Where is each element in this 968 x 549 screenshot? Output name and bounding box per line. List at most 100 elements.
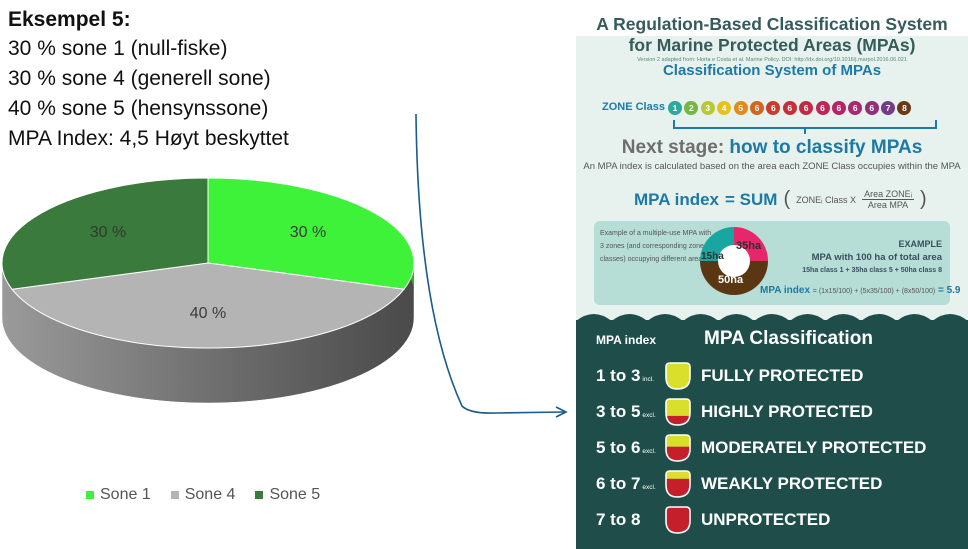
- formula-close-paren: ): [920, 188, 927, 210]
- zone-class-dot: 5: [733, 101, 748, 115]
- class-range-1: 1 to 3 incl.: [596, 366, 654, 385]
- example-subtitle-1: MPA with 100 ha of total area: [811, 252, 942, 263]
- class-label-highly: HIGHLY PROTECTED: [701, 402, 873, 421]
- example-description: Example of a multiple-use MPA with 3 zon…: [600, 230, 712, 263]
- pie-labels: 30 % 40 % 30 %: [90, 224, 326, 322]
- class-row-fully: 1 to 3 incl. FULLY PROTECTED: [596, 361, 863, 391]
- protection-level-icon: [665, 434, 691, 462]
- next-stage-heading: Next stage: how to classify MPAs: [576, 137, 968, 159]
- legend-swatch-sone-4: [170, 491, 179, 499]
- zone-class-dot: 6: [831, 101, 846, 115]
- zone-class-dot: 1: [668, 101, 682, 115]
- formula-zone: ZONEᵢ Class X: [796, 194, 857, 205]
- legend-item-sone-1: Sone 1: [86, 486, 151, 504]
- version-note: Version 2 adapted from: Horta e Costa et…: [637, 57, 907, 63]
- example-label-50: 50ha: [718, 274, 744, 286]
- example-box: Example of a multiple-use MPA with 3 zon…: [594, 221, 961, 305]
- zone-class-dot: 6: [848, 101, 863, 115]
- zone-class-dot: 4: [717, 101, 732, 115]
- example-mpa-label: MPA index: [760, 285, 811, 296]
- example-label-35: 35ha: [736, 240, 762, 252]
- protection-level-icon: [665, 398, 691, 426]
- class-range-2: 3 to 5 excl.: [596, 402, 656, 421]
- class-label-moderately: MODERATELY PROTECTED: [701, 438, 927, 457]
- zone-pie-chart: 30 % 40 % 30 %: [1, 177, 415, 404]
- protection-level-icon: [665, 470, 691, 498]
- infographic-subtitle: Classification System of MPAs: [662, 62, 882, 79]
- example-line-2: 30 % sone 4 (generell sone): [8, 67, 271, 90]
- example-mpa-index: MPA index = (1x15/100) + (5x35/100) + (8…: [760, 285, 961, 296]
- example-pie-hole: [718, 245, 750, 277]
- zone-bracket: [673, 120, 937, 134]
- pie-data-label-2: 40 %: [190, 305, 226, 322]
- class-row-highly: 3 to 5 excl. HIGHLY PROTECTED: [596, 397, 873, 427]
- example-calc: = (1x15/100) + (5x35/100) + (8x50/100): [812, 288, 936, 295]
- formula-open-paren: (: [783, 188, 791, 210]
- pie-data-label-1: 30 %: [290, 224, 326, 241]
- chart-legend: Sone 1 Sone 4 Sone 5: [86, 486, 320, 504]
- protection-level-icon: [665, 362, 691, 390]
- formula-numerator: Area ZONEᵢ: [862, 189, 914, 200]
- example-heading: Eksempel 5:: [8, 8, 131, 31]
- example-line-1: 30 % sone 1 (null-fiske): [8, 37, 228, 60]
- example-title: EXAMPLE: [898, 239, 942, 249]
- class-row-moderately: 5 to 6 excl. MODERATELY PROTECTED: [596, 433, 926, 463]
- pie-top: [1, 177, 415, 349]
- mpa-index-formula: MPA index = SUM ( ZONEᵢ Class X Area ZON…: [634, 188, 927, 211]
- legend-item-sone-5: Sone 5: [255, 486, 320, 504]
- formula-lhs: MPA index: [634, 189, 720, 209]
- class-row-weakly: 6 to 7 excl. WEAKLY PROTECTED: [596, 469, 882, 499]
- class-label-weakly: WEAKLY PROTECTED: [701, 474, 883, 493]
- legend-label-sone-5: Sone 5: [269, 486, 321, 503]
- pie-slice-sone-5: [1, 177, 209, 290]
- zone-class-dot: 6: [782, 101, 797, 115]
- classification-title: MPA Classification: [704, 328, 873, 349]
- pie-data-label-3: 30 %: [90, 224, 126, 241]
- example-line-3: 40 % sone 5 (hensynssone): [8, 97, 269, 120]
- pie-slice-sone-1: [207, 177, 415, 290]
- zone-class-dot: 6: [766, 101, 781, 115]
- protection-level-icon: [665, 506, 691, 534]
- class-row-unprotected: 7 to 8 UNPROTECTED: [596, 505, 830, 535]
- example-line-4: MPA Index: 4,5 Høyt beskyttet: [8, 127, 289, 150]
- legend-item-sone-4: Sone 4: [170, 486, 236, 504]
- zone-class-dot: 8: [897, 101, 912, 115]
- example-subtitle-2: 15ha class 1 + 35ha class 5 + 50ha class…: [802, 267, 942, 274]
- formula-denominator: Area MPA: [867, 200, 909, 210]
- class-label-unprotected: UNPROTECTED: [701, 510, 831, 529]
- classification-panel: [576, 320, 968, 549]
- zone-class-dot: 6: [815, 101, 830, 115]
- infographic-title-line-1: A Regulation-Based Classification System: [596, 14, 948, 34]
- example-slice-50: [700, 261, 768, 295]
- infographic-title-line-2: for Marine Protected Areas (MPAs): [628, 35, 916, 55]
- class-range-3: 5 to 6 excl.: [596, 438, 656, 457]
- connector-arrow: [415, 113, 568, 418]
- class-label-fully: FULLY PROTECTED: [701, 366, 864, 385]
- next-stage-highlight: how to classify MPAs: [729, 137, 923, 158]
- next-stage-prefix: Next stage:: [621, 137, 725, 158]
- zone-class-dot: 2: [684, 101, 699, 115]
- zone-class-dot: 6: [749, 101, 764, 115]
- pie-slice-sone-4: [11, 262, 405, 349]
- example-pie: 15ha 35ha 50ha: [700, 227, 768, 295]
- zone-class-dot: 3: [700, 101, 715, 115]
- legend-swatch-sone-5: [255, 491, 264, 499]
- formula-eq: = SUM: [725, 189, 778, 209]
- classification-header: MPA index: [596, 333, 657, 347]
- formula-fraction: Area ZONEᵢ Area MPA: [862, 189, 914, 210]
- class-range-5: 7 to 8: [596, 510, 641, 529]
- example-text-block: Eksempel 5: 30 % sone 1 (null-fiske) 30 …: [8, 6, 289, 154]
- mpa-classification-infographic: A Regulation-Based Classification System…: [576, 0, 968, 549]
- example-result: = 5.9: [937, 285, 961, 296]
- legend-label-sone-1: Sone 1: [100, 486, 151, 503]
- zone-class-dot: 6: [864, 101, 879, 115]
- zone-class-label: ZONE Class: [602, 101, 665, 113]
- zone-class-dot: 7: [881, 101, 896, 115]
- example-label-15: 15ha: [701, 251, 724, 262]
- zone-class-dot: 6: [799, 101, 814, 115]
- legend-label-sone-4: Sone 4: [184, 486, 236, 503]
- index-description: An MPA index is calculated based on the …: [583, 161, 961, 172]
- legend-swatch-sone-1: [86, 491, 94, 499]
- class-range-4: 6 to 7 excl.: [596, 474, 656, 493]
